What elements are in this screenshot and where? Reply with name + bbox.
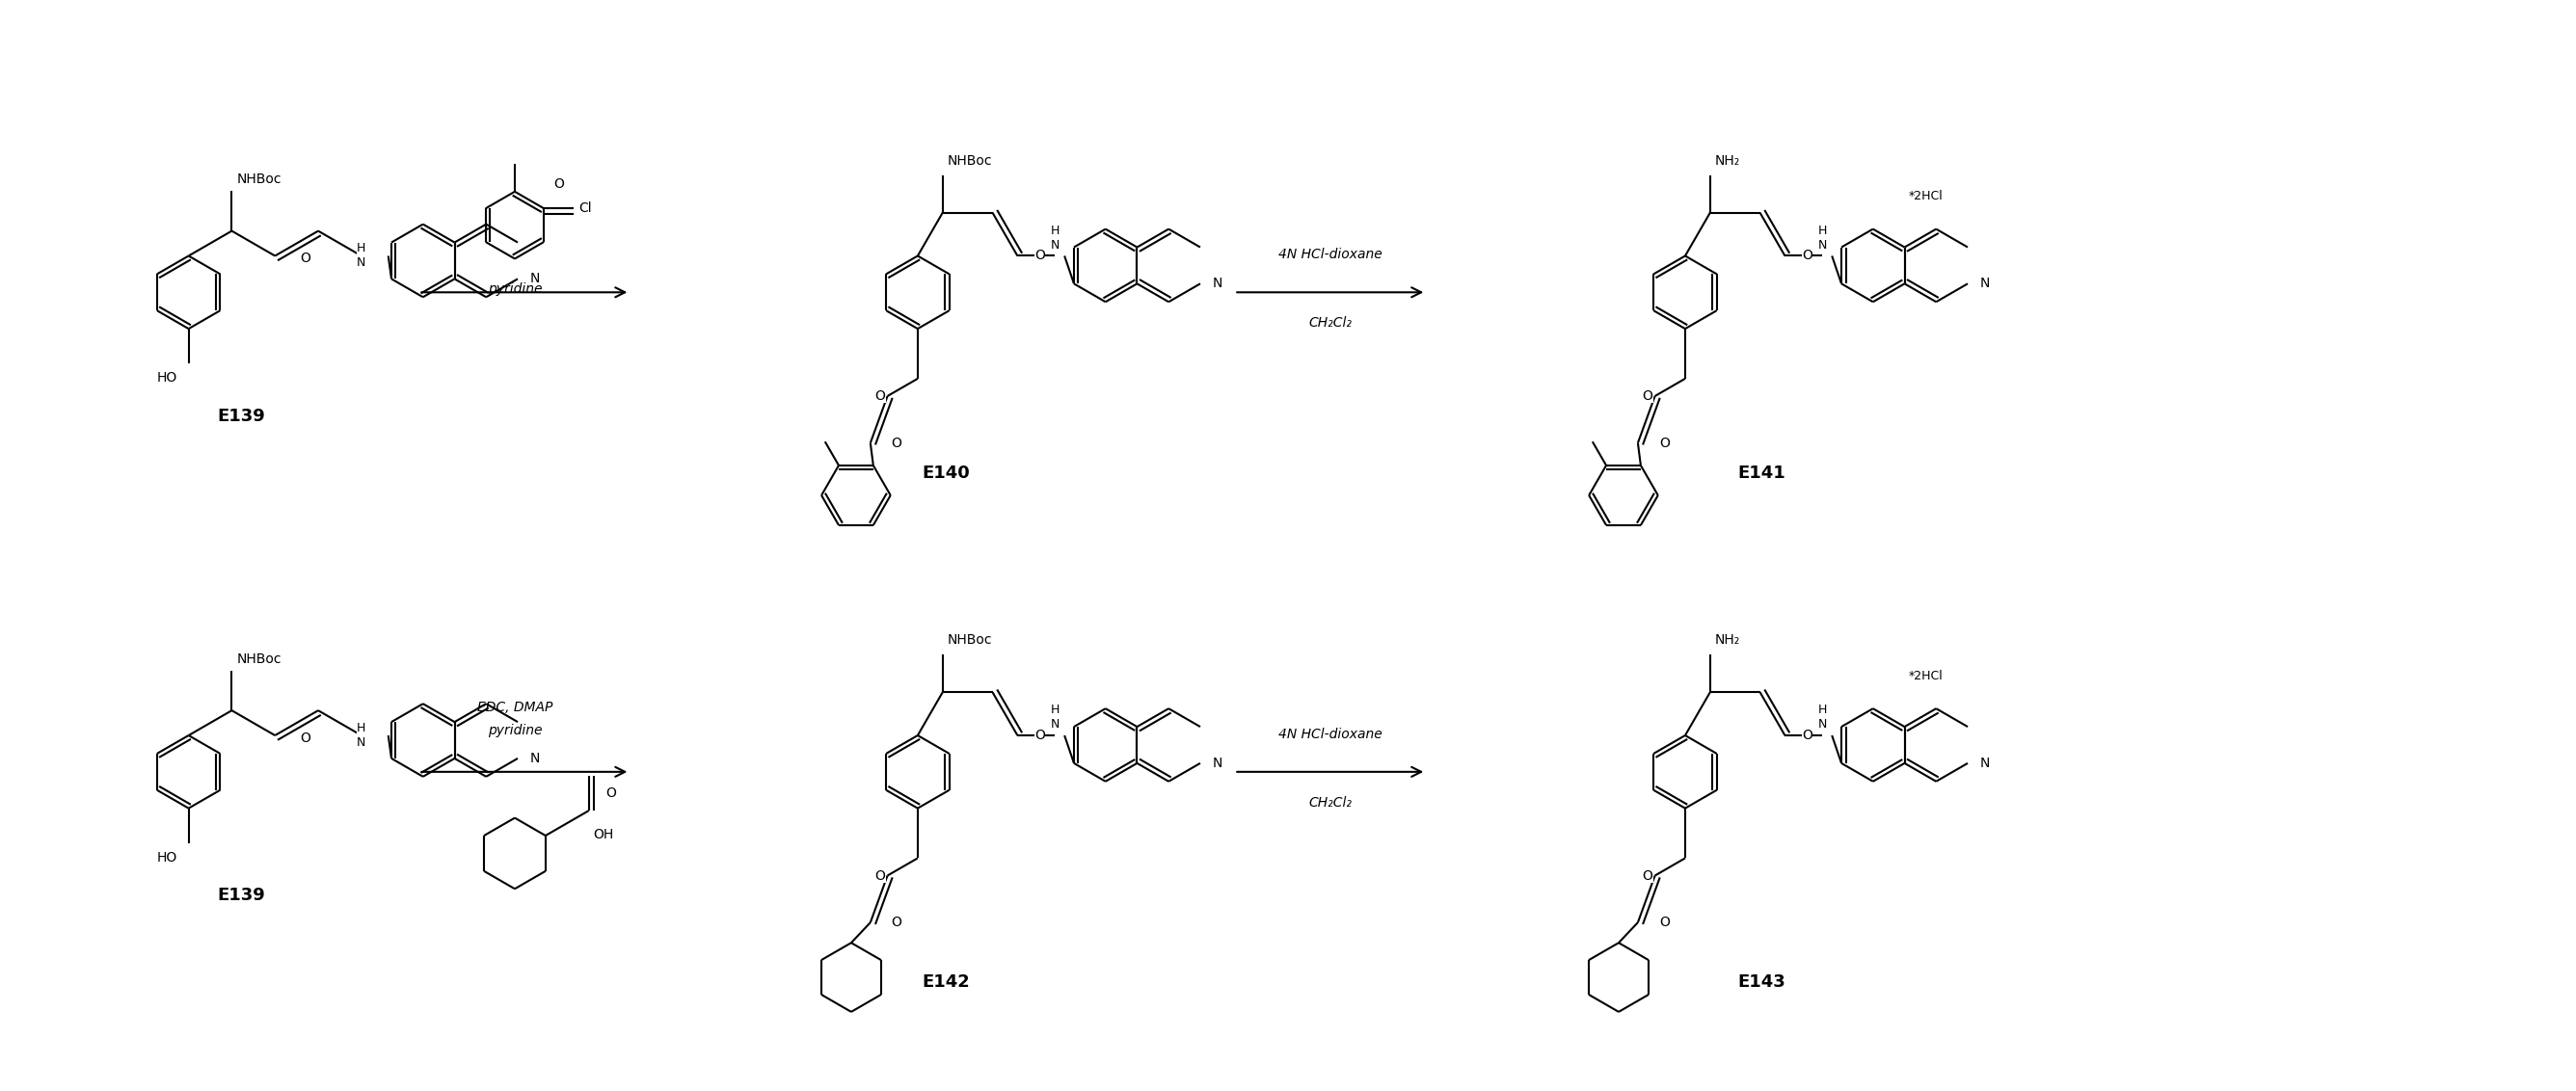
Text: E139: E139 [216,887,265,904]
Text: NHBoc: NHBoc [948,154,992,168]
Text: N: N [531,272,541,286]
Text: N: N [1213,756,1224,770]
Text: 4N HCl-dioxane: 4N HCl-dioxane [1278,248,1383,262]
Text: NHBoc: NHBoc [948,634,992,647]
Text: O: O [1659,436,1669,449]
Text: O: O [554,178,564,191]
Text: O: O [1643,868,1654,883]
Text: EDC, DMAP: EDC, DMAP [477,700,551,715]
Text: O: O [605,787,616,800]
Text: pyridine: pyridine [487,283,541,297]
Text: H
N: H N [1051,224,1059,251]
Text: O: O [876,389,886,403]
Text: Cl: Cl [580,202,592,215]
Text: H
N: H N [358,242,366,269]
Text: O: O [1659,915,1669,930]
Text: OH: OH [592,828,613,841]
Text: NHBoc: NHBoc [237,172,281,187]
Text: O: O [891,436,902,449]
Text: E143: E143 [1739,973,1785,991]
Text: H
N: H N [1051,704,1059,731]
Text: N: N [531,752,541,765]
Text: E139: E139 [216,407,265,424]
Text: E142: E142 [922,973,971,991]
Text: E141: E141 [1739,465,1785,482]
Text: HO: HO [157,371,178,385]
Text: E140: E140 [922,465,971,482]
Text: NH₂: NH₂ [1716,154,1741,168]
Text: pyridine: pyridine [487,724,541,738]
Text: *2HCl: *2HCl [1909,190,1942,203]
Text: H
N: H N [1819,224,1826,251]
Text: NH₂: NH₂ [1716,634,1741,647]
Text: H
N: H N [1819,704,1826,731]
Text: *2HCl: *2HCl [1909,670,1942,682]
Text: O: O [1643,389,1654,403]
Text: O: O [299,252,312,265]
Text: 4N HCl-dioxane: 4N HCl-dioxane [1278,728,1383,741]
Text: O: O [876,868,886,883]
Text: N: N [1981,756,1991,770]
Text: O: O [891,915,902,930]
Text: HO: HO [157,851,178,864]
Text: O: O [299,731,312,745]
Text: O: O [1803,729,1814,742]
Text: N: N [1213,277,1224,290]
Text: O: O [1036,729,1046,742]
Text: NHBoc: NHBoc [237,652,281,666]
Text: H
N: H N [358,722,366,748]
Text: N: N [1981,277,1991,290]
Text: CH₂Cl₂: CH₂Cl₂ [1309,316,1352,329]
Text: O: O [1803,249,1814,263]
Text: CH₂Cl₂: CH₂Cl₂ [1309,795,1352,810]
Text: O: O [1036,249,1046,263]
